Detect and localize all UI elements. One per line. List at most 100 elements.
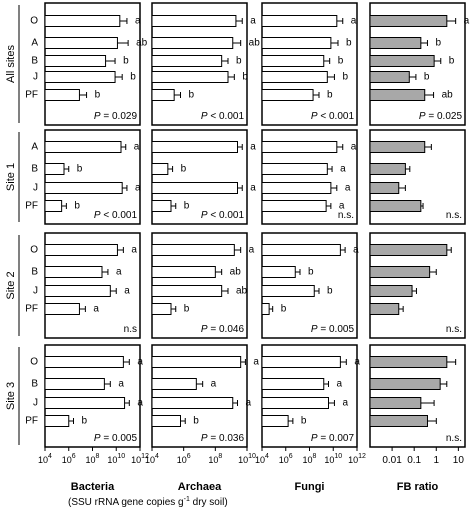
row-label: All sites [5, 45, 17, 83]
category-label: PF [25, 304, 38, 315]
bar [261, 356, 341, 368]
bar [44, 55, 107, 67]
row-label: Site 1 [5, 163, 17, 191]
bar [261, 378, 325, 390]
significance-letter: b [327, 286, 333, 297]
bar [261, 244, 341, 256]
significance-letter: a [250, 16, 256, 27]
bar [261, 415, 289, 427]
category-label: B [31, 379, 38, 390]
significance-letter: b [301, 416, 307, 427]
tick-label: 106 [279, 453, 293, 465]
significance-letter: a [351, 142, 357, 153]
row-label: Site 2 [5, 271, 17, 299]
bar [44, 182, 123, 194]
significance-letter: b [424, 72, 430, 83]
significance-letter: a [249, 245, 255, 256]
bar [44, 397, 126, 409]
tick-label: 108 [303, 453, 317, 465]
bar [44, 71, 116, 83]
bar [369, 37, 422, 49]
tick-label: 0.01 [382, 455, 402, 466]
significance-letter: a [137, 398, 143, 409]
column-title: Archaea [178, 481, 222, 493]
significance-letter: a [116, 267, 122, 278]
bar [44, 356, 124, 368]
bar [151, 266, 216, 278]
category-label: PF [25, 90, 38, 101]
bar [261, 55, 325, 67]
bar [369, 163, 406, 175]
category-label: B [31, 164, 38, 175]
p-value-label: P < 0.001 [201, 111, 245, 122]
significance-letter: ab [236, 286, 248, 297]
row-label: Site 3 [5, 382, 17, 410]
column-title: FB ratio [397, 481, 439, 493]
significance-letter: a [339, 201, 345, 212]
significance-letter: b [327, 90, 333, 101]
significance-letter: b [308, 267, 314, 278]
tick-label: 108 [86, 453, 100, 465]
bar [44, 37, 118, 49]
tick-label: 10 [453, 455, 465, 466]
bar [44, 89, 80, 101]
p-value-label: P = 0.036 [201, 433, 245, 444]
p-value-label: n.s. [338, 210, 354, 221]
significance-letter: a [211, 379, 217, 390]
bar [261, 141, 338, 153]
significance-letter: a [337, 379, 343, 390]
bar [151, 182, 238, 194]
significance-letter: a [137, 357, 143, 368]
category-label: B [31, 267, 38, 278]
bar [369, 356, 448, 368]
bar [151, 244, 235, 256]
category-label: J [33, 286, 38, 297]
significance-letter: b [130, 72, 136, 83]
p-value-label: P = 0.025 [419, 111, 463, 122]
significance-letter: b [181, 164, 187, 175]
p-value-label: P = 0.029 [94, 111, 138, 122]
significance-letter: a [250, 142, 256, 153]
bar [151, 141, 238, 153]
significance-letter: b [77, 164, 83, 175]
bar [261, 89, 314, 101]
significance-letter: b [449, 56, 455, 67]
category-label: PF [25, 416, 38, 427]
significance-letter: b [236, 56, 242, 67]
bar [261, 266, 296, 278]
panel-frame [369, 129, 466, 225]
category-label: J [33, 72, 38, 83]
bar [369, 182, 400, 194]
bar [151, 37, 234, 49]
significance-letter: b [281, 304, 287, 315]
bar [44, 244, 118, 256]
p-value-label: P = 0.005 [94, 433, 138, 444]
significance-letter: a [135, 16, 141, 27]
bar [369, 141, 426, 153]
significance-letter: b [338, 56, 344, 67]
significance-letter: b [342, 72, 348, 83]
panel-frame [151, 129, 248, 225]
bar [369, 303, 400, 315]
bar [151, 303, 172, 315]
bar [261, 37, 332, 49]
panel-frame [369, 344, 466, 448]
bar [369, 397, 422, 409]
significance-letter: a [124, 286, 130, 297]
category-label: A [31, 38, 38, 49]
significance-letter: a [118, 379, 124, 390]
bar [151, 356, 242, 368]
significance-letter: ab [230, 267, 242, 278]
panel-frame [151, 344, 248, 448]
bar [151, 285, 223, 297]
bar [151, 397, 234, 409]
p-value-label: P = 0.007 [311, 433, 355, 444]
bar [44, 378, 105, 390]
significance-letter: a [351, 16, 357, 27]
category-label: PF [25, 201, 38, 212]
category-label: O [30, 16, 38, 27]
p-value-label: n.s. [446, 324, 462, 335]
bar [44, 285, 111, 297]
significance-letter: a [464, 16, 470, 27]
tick-label: 104 [255, 453, 269, 465]
